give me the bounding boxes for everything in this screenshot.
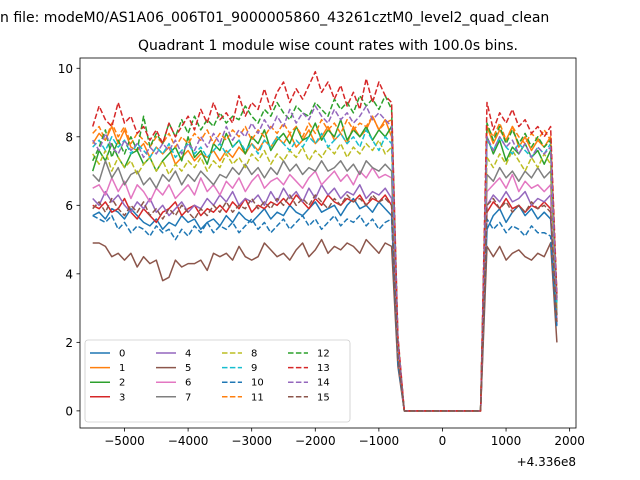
series-line-7 <box>92 160 558 412</box>
legend-label-10: 10 <box>251 378 264 389</box>
y-tick-label: 6 <box>65 199 73 213</box>
y-tick-label: 8 <box>65 130 73 144</box>
x-tick-label: −2000 <box>295 434 336 448</box>
legend-label-6: 6 <box>185 378 191 389</box>
y-tick-label: 10 <box>58 62 73 76</box>
x-axis: −5000 −4000 −3000 −2000 −1000 0 1000 2000 <box>104 428 585 448</box>
y-tick-label: 4 <box>65 267 73 281</box>
x-tick-label: −1000 <box>359 434 400 448</box>
legend-label-1: 1 <box>119 363 125 374</box>
y-tick-label: 2 <box>65 336 73 350</box>
x-tick-label: 1000 <box>491 434 522 448</box>
legend-label-5: 5 <box>185 363 191 374</box>
plot-frame <box>79 57 577 429</box>
legend-label-8: 8 <box>251 349 257 360</box>
legend-label-4: 4 <box>185 349 191 360</box>
series-layer <box>91 70 558 412</box>
legend-label-13: 13 <box>317 363 330 374</box>
legend-label-12: 12 <box>317 349 330 360</box>
y-tick-label: 0 <box>65 404 73 418</box>
series-line-3 <box>92 194 558 412</box>
series-line-4 <box>92 184 558 412</box>
series-line-11 <box>92 115 558 412</box>
legend-label-11: 11 <box>251 392 264 403</box>
y-axis: 0 2 4 6 8 10 <box>58 62 80 418</box>
legend-label-15: 15 <box>317 392 330 403</box>
series-line-10 <box>92 214 558 412</box>
series-line-13 <box>91 70 558 412</box>
legend-label-2: 2 <box>119 378 125 389</box>
series-line-12 <box>92 94 558 412</box>
series-line-5 <box>92 238 558 412</box>
legend-label-14: 14 <box>317 378 330 389</box>
x-tick-label: −4000 <box>168 434 209 448</box>
legend-label-9: 9 <box>251 363 257 374</box>
x-tick-label: −5000 <box>104 434 145 448</box>
chart-suptitle: n file: modeM0/AS1A06_006T01_9000005860_… <box>0 10 549 26</box>
legend-frame <box>84 339 351 423</box>
legend-label-0: 0 <box>119 349 125 360</box>
series-line-15 <box>92 194 558 412</box>
x-offset-label: +4.336e8 <box>517 455 576 469</box>
legend-label-3: 3 <box>119 392 125 403</box>
x-tick-label: 2000 <box>554 434 585 448</box>
legend-label-7: 7 <box>185 392 191 403</box>
series-line-6 <box>92 166 558 412</box>
series-line-14 <box>92 105 558 412</box>
x-tick-label: 0 <box>439 434 447 448</box>
series-line-9 <box>92 129 558 412</box>
chart-title: Quadrant 1 module wise count rates with … <box>138 38 518 54</box>
x-tick-label: −3000 <box>231 434 272 448</box>
